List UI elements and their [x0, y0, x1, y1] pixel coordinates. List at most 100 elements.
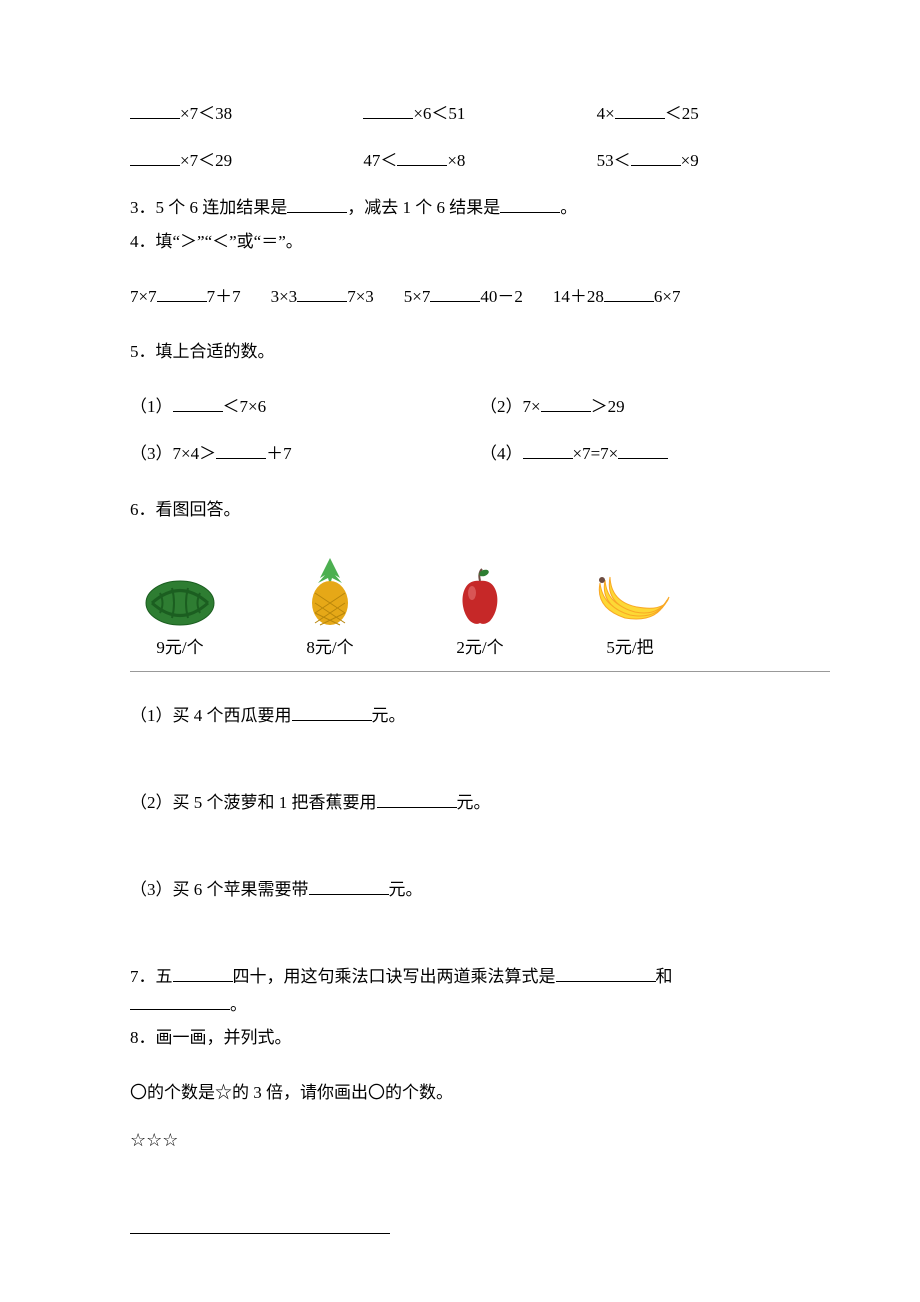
question-8-desc: 〇的个数是☆的 3 倍，请你画出〇的个数。: [130, 1079, 830, 1106]
text: 四十，用这句乘法口诀写出两道乘法算式是: [233, 967, 556, 986]
pineapple-icon: [300, 553, 360, 628]
text: 元。: [372, 706, 406, 725]
blank[interactable]: [541, 394, 591, 412]
text: 3．5 个 6 连加结果是: [130, 198, 287, 217]
text: 4．填“＞”“＜”或“＝”。: [130, 232, 303, 251]
blank[interactable]: [615, 101, 665, 119]
blank[interactable]: [377, 790, 457, 808]
text: （4）: [480, 444, 523, 463]
divider: [130, 671, 830, 672]
text: ＜25: [665, 104, 699, 123]
q5-row1: （1） ＜7×6 （2）7× ＞29: [130, 393, 830, 420]
text: ×7=7×: [573, 444, 619, 463]
text: 6×7: [654, 287, 681, 306]
text: 5×7: [404, 287, 431, 306]
text: ×6＜51: [413, 104, 465, 123]
blank[interactable]: [363, 101, 413, 119]
blank[interactable]: [173, 964, 233, 982]
blank[interactable]: [130, 148, 180, 166]
text: 3×3: [271, 287, 298, 306]
blank[interactable]: [523, 441, 573, 459]
text: 7×7: [130, 287, 157, 306]
expr-2b: 47＜×8: [363, 147, 596, 174]
text: 5．填上合适的数。: [130, 342, 275, 361]
blank[interactable]: [631, 148, 681, 166]
blank-row-2: ×7＜29 47＜×8 53＜×9: [130, 147, 830, 174]
question-7: 7．五 四十，用这句乘法口诀写出两道乘法算式是 和 。: [130, 963, 830, 1017]
blank[interactable]: [287, 195, 347, 213]
watermelon-icon: [140, 568, 220, 628]
blank[interactable]: [173, 394, 223, 412]
fruit-banana: 5元/把: [580, 568, 680, 661]
blank[interactable]: [130, 101, 180, 119]
text: 7＋7: [207, 287, 241, 306]
blank[interactable]: [157, 284, 207, 302]
question-6-title: 6．看图回答。: [130, 496, 830, 523]
blank[interactable]: [216, 441, 266, 459]
text: 7×3: [347, 287, 374, 306]
blank[interactable]: [618, 441, 668, 459]
text: ×8: [447, 151, 465, 170]
text: 4×: [597, 104, 615, 123]
text: 40－2: [480, 287, 523, 306]
text: （2）买 5 个菠萝和 1 把香蕉要用: [130, 793, 377, 812]
text: 。: [560, 198, 577, 217]
question-8-title: 8．画一画，并列式。: [130, 1024, 830, 1051]
price-label: 9元/个: [130, 634, 230, 661]
blank[interactable]: [430, 284, 480, 302]
text: 14＋28: [553, 287, 604, 306]
price-label: 8元/个: [280, 634, 380, 661]
apple-icon: [450, 563, 510, 628]
text: （3）买 6 个苹果需要带: [130, 880, 309, 899]
expr-1a: ×7＜38: [130, 100, 363, 127]
text: ×7＜29: [180, 151, 232, 170]
fruit-pineapple: 8元/个: [280, 553, 380, 661]
question-4-title: 4．填“＞”“＜”或“＝”。: [130, 228, 830, 255]
text: ＋7: [266, 444, 292, 463]
text: ＜7×6: [223, 397, 267, 416]
price-label: 2元/个: [430, 634, 530, 661]
text: ＞29: [591, 397, 625, 416]
text: 元。: [457, 793, 491, 812]
blank[interactable]: [297, 284, 347, 302]
blank[interactable]: [604, 284, 654, 302]
banana-icon: [585, 568, 675, 628]
text: ×7＜38: [180, 104, 232, 123]
expr-2a: ×7＜29: [130, 147, 363, 174]
text: 7．五: [130, 967, 173, 986]
text: （3）7×4＞: [130, 444, 216, 463]
q5-row2: （3）7×4＞ ＋7 （4） ×7=7×: [130, 440, 830, 467]
blank[interactable]: [130, 992, 230, 1010]
question-3: 3．5 个 6 连加结果是 ，减去 1 个 6 结果是 。: [130, 194, 830, 221]
text: 53＜: [597, 151, 631, 170]
q6-sub2: （2）买 5 个菠萝和 1 把香蕉要用 元。: [130, 789, 830, 816]
expr-1c: 4× ＜25: [597, 100, 830, 127]
question-8-answer-line: [130, 1215, 830, 1242]
blank[interactable]: [309, 877, 389, 895]
blank[interactable]: [397, 148, 447, 166]
text: 元。: [389, 880, 423, 899]
text: 8．画一画，并列式。: [130, 1028, 292, 1047]
text: （2）7×: [480, 397, 541, 416]
text: 6．看图回答。: [130, 500, 241, 519]
text: ，减去 1 个 6 结果是: [347, 198, 500, 217]
blank-row-1: ×7＜38 ×6＜51 4× ＜25: [130, 100, 830, 127]
blank[interactable]: [500, 195, 560, 213]
text: （1）买 4 个西瓜要用: [130, 706, 292, 725]
question-5-title: 5．填上合适的数。: [130, 338, 830, 365]
text: 和: [656, 967, 673, 986]
blank[interactable]: [556, 964, 656, 982]
text: （1）: [130, 397, 173, 416]
q6-sub1: （1）买 4 个西瓜要用 元。: [130, 702, 830, 729]
q6-sub3: （3）买 6 个苹果需要带 元。: [130, 876, 830, 903]
expr-1b: ×6＜51: [363, 100, 596, 127]
fruit-apple: 2元/个: [430, 563, 530, 661]
question-8-stars: ☆☆☆: [130, 1126, 830, 1155]
blank[interactable]: [292, 703, 372, 721]
text: 〇的个数是☆的 3 倍，请你画出〇的个数。: [130, 1083, 453, 1102]
fruit-watermelon: 9元/个: [130, 568, 230, 661]
blank[interactable]: [130, 1216, 390, 1234]
text: ☆☆☆: [130, 1130, 178, 1150]
text: 。: [230, 995, 247, 1014]
price-label: 5元/把: [580, 634, 680, 661]
